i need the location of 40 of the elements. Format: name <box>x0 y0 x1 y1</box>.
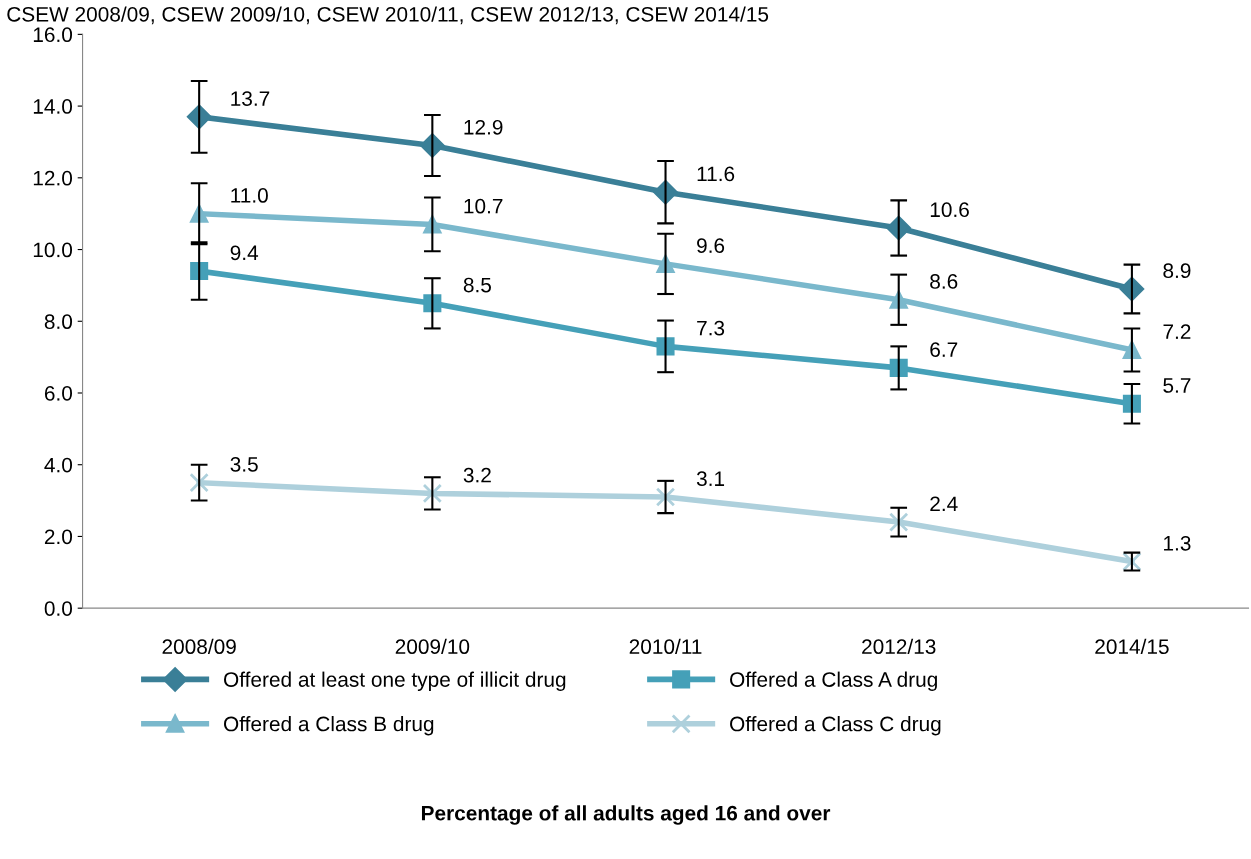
data-label: 13.7 <box>231 91 270 106</box>
data-label: 8.6 <box>930 274 958 289</box>
data-label: 9.6 <box>697 238 725 253</box>
legend-label: Offered at least one type of illicit drug <box>224 671 566 692</box>
data-label: 10.6 <box>930 202 969 218</box>
data-label: 9.4 <box>230 245 259 261</box>
data-label: 3.1 <box>696 471 725 487</box>
data-label: 12.9 <box>464 119 503 135</box>
data-label: 3.2 <box>463 467 491 483</box>
text: Percentage of all adults aged 16 and over <box>421 805 831 825</box>
data-label: 11.0 <box>231 188 268 203</box>
data-label: 10.7 <box>464 198 503 214</box>
data-label: 8.5 <box>463 277 491 293</box>
data-label: 5.7 <box>1163 378 1191 393</box>
x-tick-label: 2009/10 <box>395 638 470 655</box>
data-label: 7.3 <box>697 320 725 336</box>
data-label: 1.3 <box>1164 535 1191 551</box>
x-tick-label: 2008/09 <box>162 638 236 655</box>
y-tick-label: 6.0 <box>44 385 73 401</box>
y-tick-label: 0.0 <box>44 601 73 616</box>
legend-label: Offered a Class B drug <box>224 716 434 736</box>
legend-label: Offered a Class A drug <box>730 671 937 692</box>
x-tick-label: 2012/13 <box>862 638 936 655</box>
y-tick-label: 16.0 <box>33 27 73 43</box>
data-label: 8.9 <box>1163 263 1191 279</box>
y-tick-label: 2.0 <box>44 529 73 545</box>
y-tick-label: 4.0 <box>44 457 73 473</box>
legend-label: Offered a Class C drug <box>730 716 941 736</box>
data-label: 3.5 <box>230 456 258 472</box>
data-label: 7.2 <box>1163 324 1191 339</box>
y-tick-label: 10.0 <box>33 242 73 258</box>
chart-title: CSEW 2008/09, CSEW 2009/10, CSEW 2010/11, CSEW 2012/13, CSEW 2014/15 <box>7 6 769 25</box>
x-tick-label: 2014/15 <box>1095 638 1169 655</box>
x-tick-label: 2010/11 <box>629 638 702 655</box>
y-tick-label: 14.0 <box>33 99 73 114</box>
data-label: 2.4 <box>930 496 958 511</box>
data-label: 11.6 <box>697 166 735 182</box>
y-tick-label: 12.0 <box>33 170 73 186</box>
data-label: 6.7 <box>930 342 958 357</box>
y-tick-label: 8.0 <box>44 314 73 330</box>
